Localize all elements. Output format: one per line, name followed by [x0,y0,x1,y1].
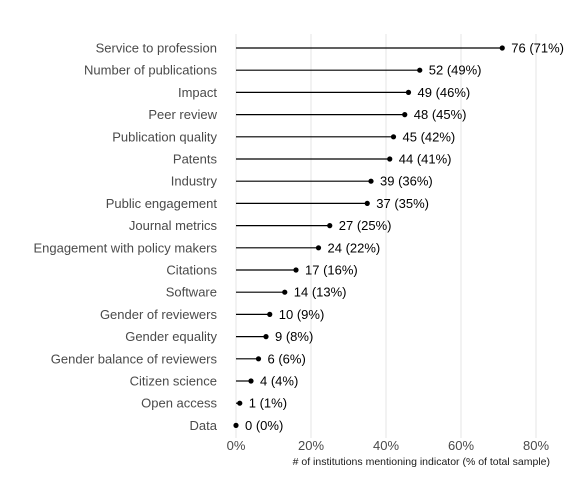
x-tick-label: 0% [227,438,246,453]
value-label: 37 (35%) [376,196,429,211]
lollipop-dot [282,289,288,295]
lollipop-dot [237,400,243,406]
lollipop-dot [417,67,423,73]
category-label: Gender equality [125,329,217,344]
category-label: Gender of reviewers [100,307,218,322]
value-label: 9 (8%) [275,329,313,344]
value-label: 52 (49%) [429,63,482,78]
lollipop-dot [233,422,239,428]
value-label: 10 (9%) [279,307,325,322]
lollipop-dot [368,178,374,184]
category-label: Impact [178,85,217,100]
category-label: Citizen science [130,374,217,389]
category-label: Software [166,285,217,300]
lollipop-dot [248,378,254,384]
category-label: Patents [173,152,218,167]
x-tick-label: 80% [523,438,549,453]
category-label: Data [190,418,218,433]
x-tick-label: 20% [298,438,324,453]
x-tick-label: 40% [373,438,399,453]
category-label: Engagement with policy makers [33,240,217,255]
value-label: 14 (13%) [294,285,347,300]
category-label: Number of publications [84,63,217,78]
value-label: 4 (4%) [260,374,298,389]
value-label: 49 (46%) [418,85,471,100]
value-label: 48 (45%) [414,107,467,122]
value-label: 39 (36%) [380,174,433,189]
lollipop-dot [405,89,412,95]
category-label: Service to profession [96,41,217,56]
category-label: Industry [171,174,218,189]
category-label: Journal metrics [129,218,218,233]
lollipop-dot [387,156,393,162]
x-tick-label: 60% [448,438,474,453]
lollipop-dot [499,45,505,51]
lollipop-dot [327,223,333,229]
lollipop-dot [267,311,273,317]
lollipop-dot [402,112,408,118]
value-label: 45 (42%) [403,129,456,144]
lollipop-dot [364,200,370,206]
lollipop-dot [255,356,262,362]
category-label: Publication quality [112,129,217,144]
value-label: 44 (41%) [399,152,452,167]
category-label: Gender balance of reviewers [51,351,218,366]
category-label: Open access [141,396,217,411]
value-label: 1 (1%) [249,396,287,411]
category-label: Peer review [148,107,217,122]
value-label: 17 (16%) [305,263,358,278]
lollipop-dot [390,134,397,140]
value-label: 24 (22%) [328,240,381,255]
lollipop-dot [263,334,269,340]
value-label: 0 (0%) [245,418,283,433]
x-axis-title: # of institutions mentioning indicator (… [293,456,550,468]
category-label: Public engagement [106,196,218,211]
value-label: 27 (25%) [339,218,392,233]
lollipop-dot [315,245,322,251]
value-label: 76 (71%) [511,41,564,56]
category-label: Citations [166,263,217,278]
lollipop-dot [293,267,299,273]
value-label: 6 (6%) [268,351,306,366]
